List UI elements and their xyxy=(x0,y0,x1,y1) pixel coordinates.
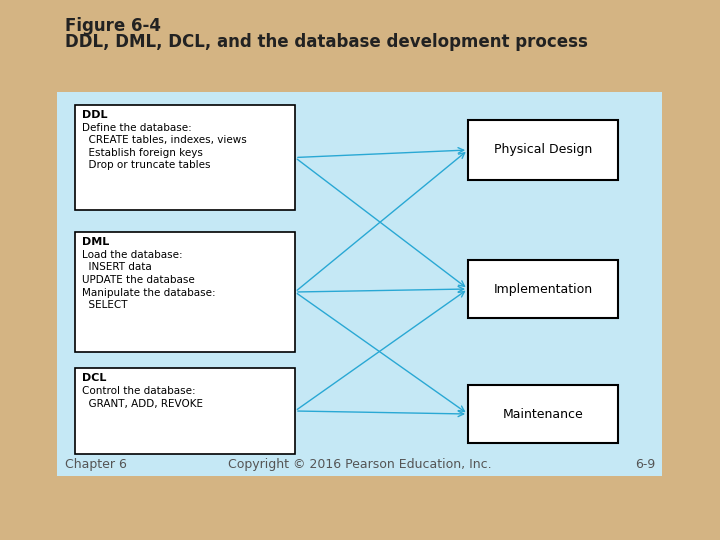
Bar xyxy=(57,92,662,476)
Text: Drop or truncate tables: Drop or truncate tables xyxy=(82,160,210,171)
Text: DML: DML xyxy=(82,237,109,247)
Text: DDL: DDL xyxy=(82,110,107,120)
Text: CREATE tables, indexes, views: CREATE tables, indexes, views xyxy=(82,136,247,145)
Text: Chapter 6: Chapter 6 xyxy=(65,458,127,471)
Bar xyxy=(468,385,618,443)
Bar xyxy=(75,368,295,454)
Text: Maintenance: Maintenance xyxy=(503,408,583,421)
Bar xyxy=(75,105,295,210)
Text: UPDATE the database: UPDATE the database xyxy=(82,275,194,285)
Text: 6-9: 6-9 xyxy=(635,458,655,471)
Text: Figure 6-4: Figure 6-4 xyxy=(65,17,161,35)
Bar xyxy=(468,260,618,318)
Text: Define the database:: Define the database: xyxy=(82,123,192,133)
Text: Implementation: Implementation xyxy=(493,282,593,295)
Text: SELECT: SELECT xyxy=(82,300,127,310)
Text: Copyright © 2016 Pearson Education, Inc.: Copyright © 2016 Pearson Education, Inc. xyxy=(228,458,492,471)
Text: GRANT, ADD, REVOKE: GRANT, ADD, REVOKE xyxy=(82,399,203,408)
Text: Load the database:: Load the database: xyxy=(82,250,183,260)
Text: Establish foreign keys: Establish foreign keys xyxy=(82,148,203,158)
Text: Manipulate the database:: Manipulate the database: xyxy=(82,287,215,298)
Text: Physical Design: Physical Design xyxy=(494,144,592,157)
Text: Control the database:: Control the database: xyxy=(82,386,196,396)
Bar xyxy=(75,232,295,352)
Text: DDL, DML, DCL, and the database development process: DDL, DML, DCL, and the database developm… xyxy=(65,33,588,51)
Text: DCL: DCL xyxy=(82,373,107,383)
Bar xyxy=(468,120,618,180)
Text: INSERT data: INSERT data xyxy=(82,262,152,273)
